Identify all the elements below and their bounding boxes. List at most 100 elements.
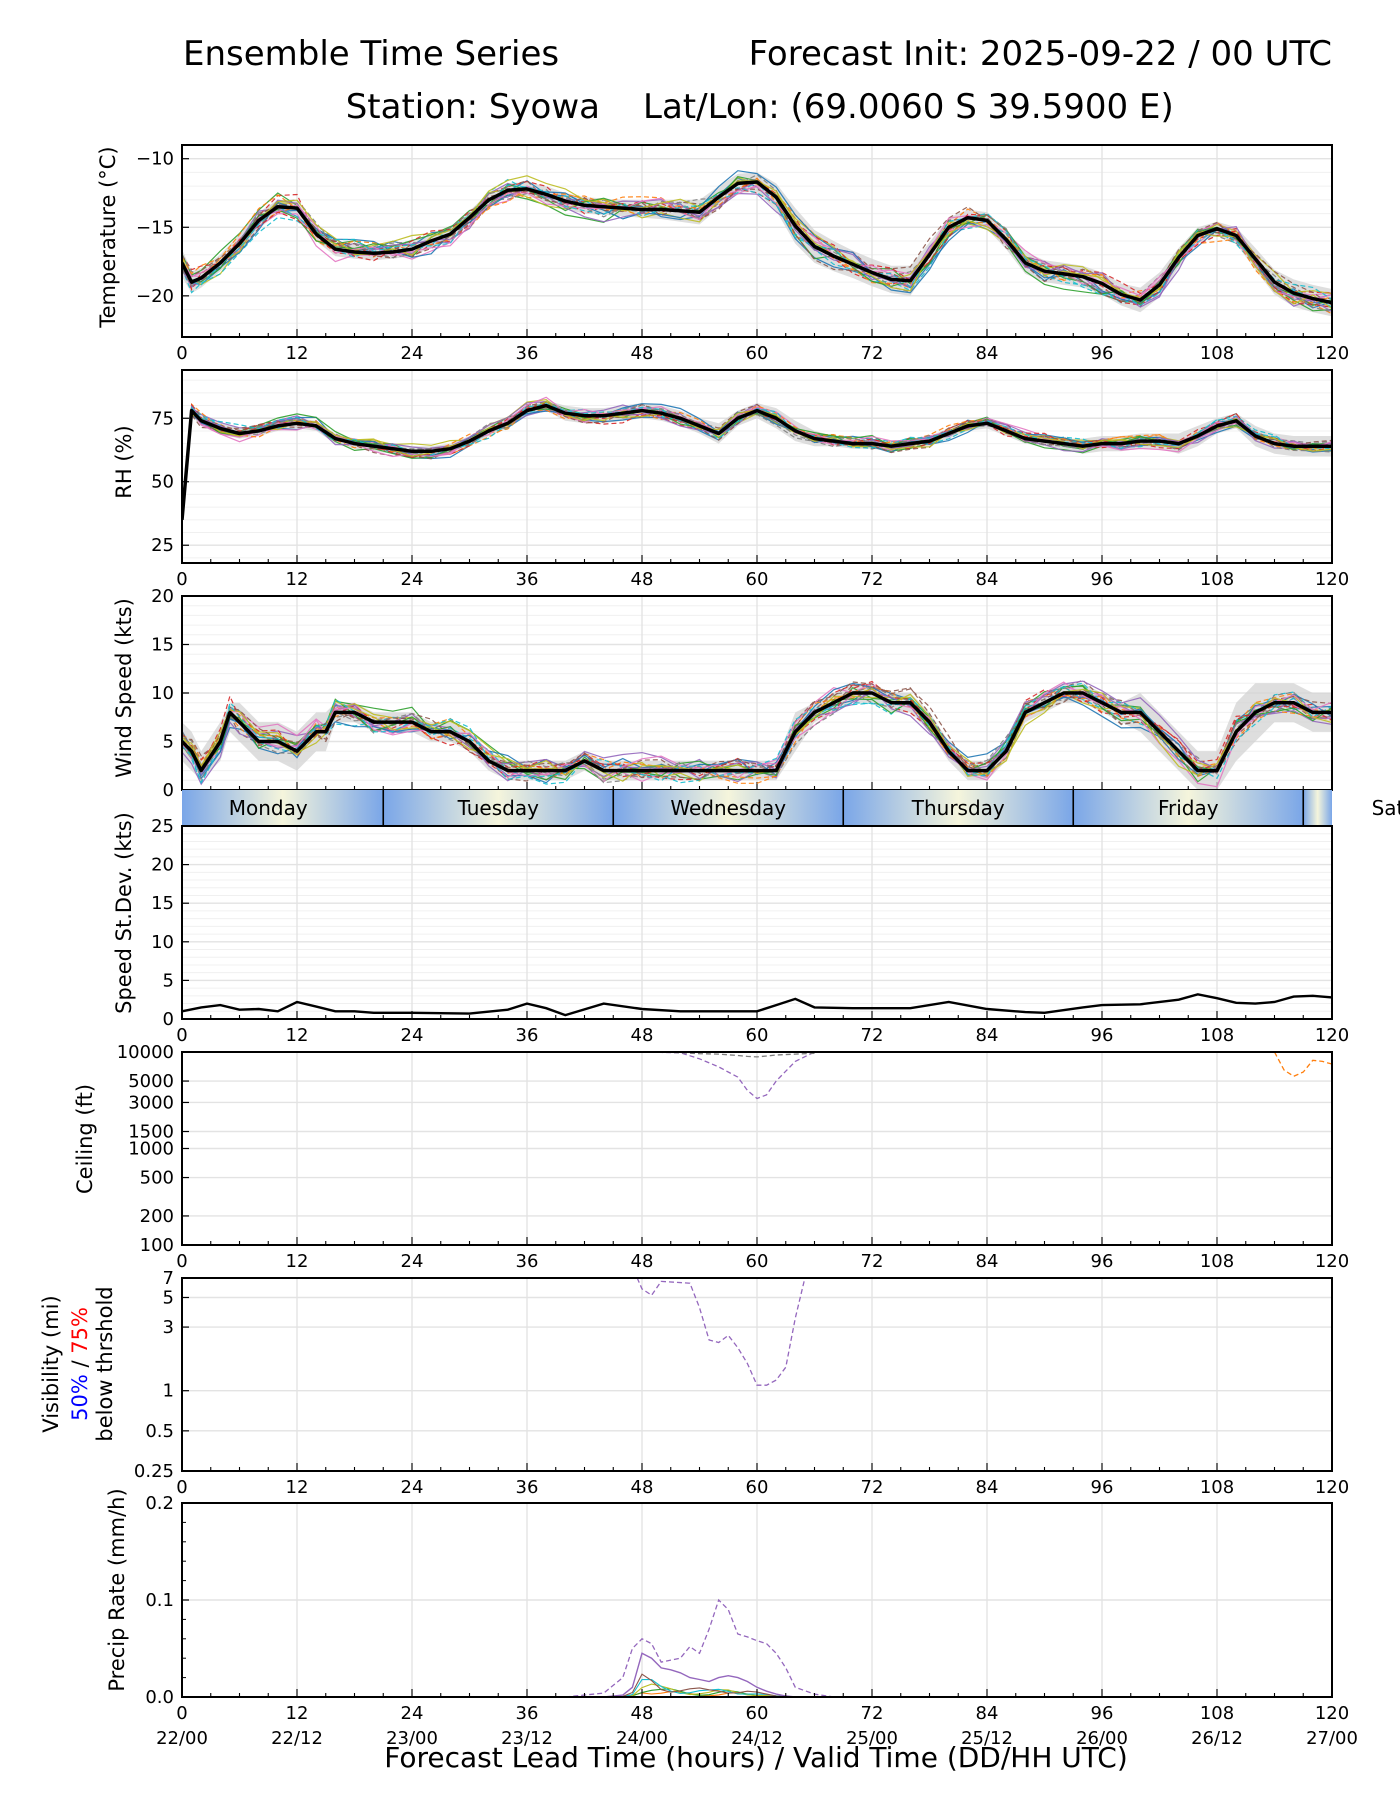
stdev-ytick-label: 10	[151, 932, 174, 953]
stdev-xtick-label: 120	[1315, 1025, 1349, 1046]
temperature-xtick-label: 48	[631, 343, 654, 364]
precip-member-dashed-line	[565, 1598, 834, 1698]
ceiling-xtick-label: 60	[746, 1251, 769, 1272]
temperature-xtick-label: 12	[286, 343, 309, 364]
temperature-ytick-label: −20	[136, 286, 174, 307]
stdev-xtick-label: 108	[1200, 1025, 1234, 1046]
stdev-frame	[181, 825, 1333, 1020]
day-label: Sat	[1372, 796, 1400, 820]
precip-xtick-label: 36	[516, 1703, 539, 1724]
temperature-ytick-label: −15	[136, 217, 174, 238]
ceiling-ylabel: Ceiling (ft)	[73, 1084, 97, 1194]
rh-xtick-label: 120	[1315, 569, 1349, 590]
day-segment	[613, 790, 844, 826]
wind-member-line	[182, 681, 1332, 781]
wind-mean-line	[182, 691, 1332, 773]
wind-ylabel: Wind Speed (kts)	[112, 598, 136, 778]
rh-ylabel: RH (%)	[112, 425, 136, 498]
day-segment	[383, 790, 614, 826]
temperature-xtick-label: 108	[1200, 343, 1234, 364]
valid-time-tick-label: 24/00	[616, 1728, 668, 1749]
ceiling-ytick-label: 10000	[117, 1042, 174, 1063]
visibility-xtick-label: 24	[401, 1477, 424, 1498]
rh-member-line	[182, 404, 1332, 519]
temperature-xtick-label: 84	[976, 343, 999, 364]
rh-xtick-label: 84	[976, 569, 999, 590]
wind-member-line	[182, 682, 1332, 783]
temperature-member-line	[182, 186, 1332, 301]
visibility-ytick-label: 0.25	[134, 1461, 174, 1482]
temperature-ytick-label: −10	[136, 149, 174, 170]
rh-xtick-label: 72	[861, 569, 884, 590]
visibility-ytick-label: 7	[163, 1268, 174, 1289]
valid-time-tick-label: 23/12	[501, 1728, 553, 1749]
stdev-xtick-label: 12	[286, 1025, 309, 1046]
rh-xtick-label: 96	[1091, 569, 1114, 590]
temperature-xtick-label: 0	[176, 343, 187, 364]
visibility-xtick-label: 72	[861, 1477, 884, 1498]
day-band: Monday Tuesday Wednesday Thursday Friday Sat	[182, 790, 1400, 826]
temperature-ylabel: Temperature (°C)	[96, 146, 120, 328]
rh-xtick-label: 60	[746, 569, 769, 590]
precip-xtick-label: 84	[976, 1703, 999, 1724]
stdev-xtick-label: 36	[516, 1025, 539, 1046]
visibility-xtick-label: 36	[516, 1477, 539, 1498]
rh-member-line	[182, 406, 1332, 522]
rh-ytick-label: 25	[151, 535, 174, 556]
day-label: Thursday	[911, 796, 1005, 820]
ceiling-ytick-label: 3000	[128, 1092, 174, 1113]
precip-xtick-label: 60	[746, 1703, 769, 1724]
visibility-member-line	[636, 1277, 806, 1386]
wind-series-group	[182, 679, 1332, 790]
ceiling-xtick-label: 108	[1200, 1251, 1234, 1272]
visibility-ylabel-75: 75%	[68, 1307, 92, 1354]
visibility-ylabel-50: 50%	[68, 1374, 92, 1421]
visibility-frame	[181, 1277, 1333, 1472]
rh-ytick-label: 75	[151, 408, 174, 429]
ceiling-ytick-label: 500	[140, 1168, 174, 1189]
precip-ylabel: Precip Rate (mm/h)	[105, 1488, 129, 1691]
day-segment	[1073, 790, 1304, 826]
valid-time-tick-label: 22/12	[271, 1728, 323, 1749]
precip-xtick-label: 72	[861, 1703, 884, 1724]
rh-xtick-label: 12	[286, 569, 309, 590]
temperature-member-line	[182, 178, 1332, 315]
precip-ytick-label: 0.1	[145, 1590, 174, 1611]
valid-time-tick-label: 25/12	[961, 1728, 1013, 1749]
ceiling-ytick-label: 1000	[128, 1139, 174, 1160]
temperature-xtick-label: 96	[1091, 343, 1114, 364]
wind-ytick-label: 20	[151, 586, 174, 607]
visibility-ytick-label: 1	[163, 1381, 174, 1402]
precip-xtick-label: 0	[176, 1703, 187, 1724]
rh-xtick-label: 48	[631, 569, 654, 590]
temperature-member-line	[182, 175, 1332, 310]
temperature-member-line	[182, 177, 1332, 304]
precip-frame	[181, 1502, 1333, 1698]
precip-ytick-label: 0.0	[145, 1687, 174, 1708]
precip-xtick-label: 120	[1315, 1703, 1349, 1724]
wind-ytick-label: 0	[163, 780, 174, 801]
visibility-ytick-label: 3	[163, 1317, 174, 1338]
rh-panel: 75 50 250 12 24 36 48 60 72 84 96 108 120	[151, 370, 1349, 590]
ceiling-xtick-label: 24	[401, 1251, 424, 1272]
chart-title-left: Ensemble Time Series	[183, 34, 559, 74]
stdev-xtick-label: 72	[861, 1025, 884, 1046]
wind-ytick-label: 15	[151, 635, 174, 656]
visibility-xtick-label: 96	[1091, 1477, 1114, 1498]
temperature-member-line	[182, 177, 1332, 308]
temperature-member-line	[182, 184, 1332, 306]
visibility-xtick-label: 12	[286, 1477, 309, 1498]
rh-mean-line	[182, 403, 1332, 520]
valid-time-tick-label: 25/00	[846, 1728, 898, 1749]
rh-series-group	[182, 396, 1332, 533]
visibility-xtick-label: 0	[176, 1477, 187, 1498]
ceiling-ytick-label: 5000	[128, 1071, 174, 1092]
ceiling-ytick-label: 100	[140, 1235, 174, 1256]
valid-time-tick-label: 24/12	[731, 1728, 783, 1749]
day-label: Tuesday	[457, 796, 540, 820]
visibility-ytick-label: 5	[163, 1287, 174, 1308]
ceiling-ytick-label: 1500	[128, 1122, 174, 1143]
rh-member-line	[182, 400, 1332, 522]
stdev-ytick-label: 15	[151, 893, 174, 914]
